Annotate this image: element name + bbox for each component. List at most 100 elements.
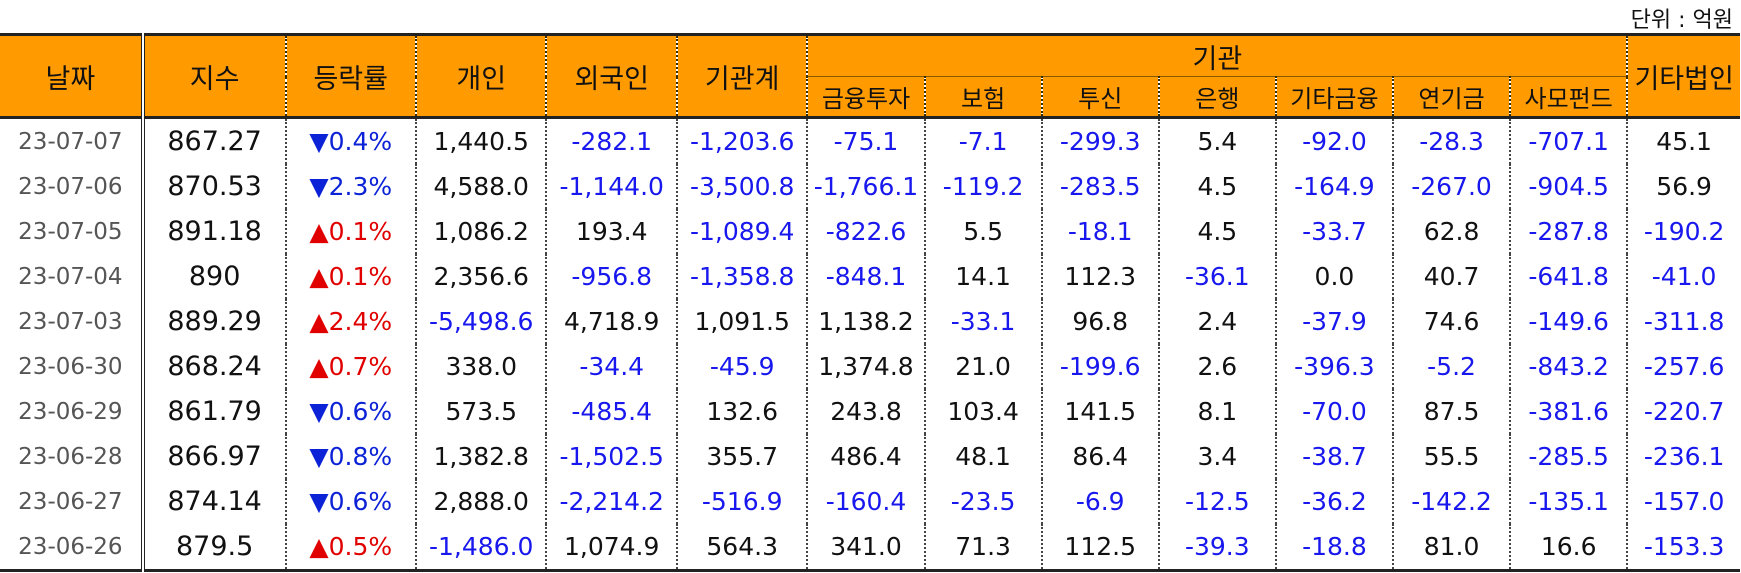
header-other-corp: 기타법인 — [1627, 34, 1740, 118]
cell-pension: 62.8 — [1392, 209, 1512, 254]
header-pension: 연기금 — [1392, 76, 1512, 118]
header-investment-trust: 투신 — [1041, 76, 1160, 118]
cell-bank: 8.1 — [1158, 389, 1277, 434]
cell-foreign: 4,718.9 — [546, 299, 678, 344]
cell-foreign: -956.8 — [546, 254, 678, 299]
cell-private-fund: -285.5 — [1510, 434, 1629, 479]
cell-other-finance: -36.2 — [1275, 479, 1394, 524]
cell-inst-total: -1,358.8 — [676, 254, 809, 299]
cell-pension: -142.2 — [1392, 479, 1512, 524]
cell-other-corp: -220.7 — [1643, 397, 1725, 426]
cell-individual: 1,086.2 — [415, 209, 548, 254]
cell-inst-total: 564.3 — [676, 524, 809, 572]
header-inst-total: 기관계 — [676, 34, 809, 118]
cell-other-finance: -70.0 — [1275, 389, 1394, 434]
cell-other-corp: -190.2 — [1643, 217, 1725, 246]
cell-change: ▼0.6% — [285, 389, 417, 434]
cell-index: 870.53 — [142, 164, 287, 209]
header-date: 날짜 — [0, 34, 145, 118]
cell-investment-trust: 86.4 — [1041, 434, 1160, 479]
cell-change: ▲2.4% — [285, 299, 417, 344]
table-row: 23-07-06 870.53 ▼2.3% 4,588.0 -1,144.0 -3,500… — [0, 164, 1740, 209]
cell-index: 890 — [142, 254, 287, 299]
investor-trading-table: 날짜 지수 등락률 개인 외국인 기관계 기관 기타법인 금융투자 보험 투신 … — [0, 33, 1740, 572]
cell-inst-total: -3,500.8 — [676, 164, 809, 209]
cell-change: ▼2.3% — [285, 164, 417, 209]
cell-insurance: 14.1 — [924, 254, 1043, 299]
cell-financial-investment: 243.8 — [807, 389, 926, 434]
cell-index: 866.97 — [142, 434, 287, 479]
cell-investment-trust: 112.5 — [1041, 524, 1160, 572]
cell-individual: 1,382.8 — [415, 434, 548, 479]
cell-insurance: -23.5 — [924, 479, 1043, 524]
header-foreign: 외국인 — [546, 34, 678, 118]
cell-private-fund: -707.1 — [1510, 117, 1629, 164]
cell-inst-total: 132.6 — [676, 389, 809, 434]
cell-other-corp: 45.1 — [1656, 127, 1712, 156]
cell-financial-investment: -1,766.1 — [807, 164, 926, 209]
cell-other-finance: 0.0 — [1275, 254, 1394, 299]
cell-investment-trust: -299.3 — [1041, 117, 1160, 164]
table-row: 23-07-04 890 ▲0.1% 2,356.6 -956.8 -1,358.8 -84… — [0, 254, 1740, 299]
cell-individual: 2,888.0 — [415, 479, 548, 524]
cell-index: 879.5 — [142, 524, 287, 572]
cell-private-fund: -904.5 — [1510, 164, 1629, 209]
cell-private-fund: -287.8 — [1510, 209, 1629, 254]
cell-bank: 4.5 — [1158, 209, 1277, 254]
cell-index: 868.24 — [142, 344, 287, 389]
cell-bank: -36.1 — [1158, 254, 1277, 299]
cell-other-corp: -236.1 — [1643, 442, 1725, 471]
cell-other-finance: -33.7 — [1275, 209, 1394, 254]
cell-foreign: -485.4 — [546, 389, 678, 434]
cell-inst-total: 1,091.5 — [676, 299, 809, 344]
header-other-finance: 기타금융 — [1275, 76, 1394, 118]
cell-date: 23-07-06 — [0, 164, 145, 209]
cell-foreign: -1,502.5 — [546, 434, 678, 479]
cell-bank: 2.6 — [1158, 344, 1277, 389]
cell-pension: 55.5 — [1392, 434, 1512, 479]
cell-insurance: 71.3 — [924, 524, 1043, 572]
cell-change: ▼0.4% — [285, 117, 417, 164]
cell-pension: 87.5 — [1392, 389, 1512, 434]
cell-insurance: -119.2 — [924, 164, 1043, 209]
cell-change: ▼0.6% — [285, 479, 417, 524]
cell-individual: 1,440.5 — [415, 117, 548, 164]
cell-other-finance: -396.3 — [1275, 344, 1394, 389]
cell-pension: 74.6 — [1392, 299, 1512, 344]
cell-foreign: -1,144.0 — [546, 164, 678, 209]
cell-pension: 40.7 — [1392, 254, 1512, 299]
cell-foreign: -34.4 — [546, 344, 678, 389]
cell-change: ▲0.1% — [285, 254, 417, 299]
cell-financial-investment: -160.4 — [807, 479, 926, 524]
cell-individual: 4,588.0 — [415, 164, 548, 209]
table-row: 23-06-30 868.24 ▲0.7% 338.0 -34.4 -45.9 1,374.… — [0, 344, 1740, 389]
cell-financial-investment: 1,138.2 — [807, 299, 926, 344]
cell-individual: -1,486.0 — [415, 524, 548, 572]
cell-foreign: 193.4 — [546, 209, 678, 254]
cell-insurance: -7.1 — [924, 117, 1043, 164]
cell-other-corp: -153.3 — [1627, 524, 1740, 572]
table-body: 23-07-07 867.27 ▼0.4% 1,440.5 -282.1 -1,203.6… — [0, 117, 1740, 572]
cell-index: 861.79 — [142, 389, 287, 434]
cell-foreign: -282.1 — [546, 117, 678, 164]
cell-other-corp: 56.9 — [1656, 172, 1712, 201]
table-row: 23-06-26 879.5 ▲0.5% -1,486.0 1,074.9 564.3 34… — [0, 524, 1740, 572]
cell-date: 23-06-28 — [0, 434, 145, 479]
unit-label: 단위 : 억원 — [1630, 8, 1733, 33]
cell-other-corp: -41.0 — [1651, 262, 1717, 291]
cell-financial-investment: 486.4 — [807, 434, 926, 479]
cell-date: 23-06-27 — [0, 479, 145, 524]
cell-investment-trust: -283.5 — [1041, 164, 1160, 209]
cell-investment-trust: 141.5 — [1041, 389, 1160, 434]
cell-private-fund: -381.6 — [1510, 389, 1629, 434]
cell-individual: 2,356.6 — [415, 254, 548, 299]
cell-investment-trust: 96.8 — [1041, 299, 1160, 344]
header-institution: 기관 — [807, 34, 1629, 77]
cell-individual: 338.0 — [415, 344, 548, 389]
cell-private-fund: -149.6 — [1510, 299, 1629, 344]
cell-date: 23-06-29 — [0, 389, 145, 434]
cell-investment-trust: -199.6 — [1041, 344, 1160, 389]
table-row: 23-06-29 861.79 ▼0.6% 573.5 -485.4 132.6 243.8… — [0, 389, 1740, 434]
cell-inst-total: -1,203.6 — [676, 117, 809, 164]
header-private-fund: 사모펀드 — [1510, 76, 1629, 118]
